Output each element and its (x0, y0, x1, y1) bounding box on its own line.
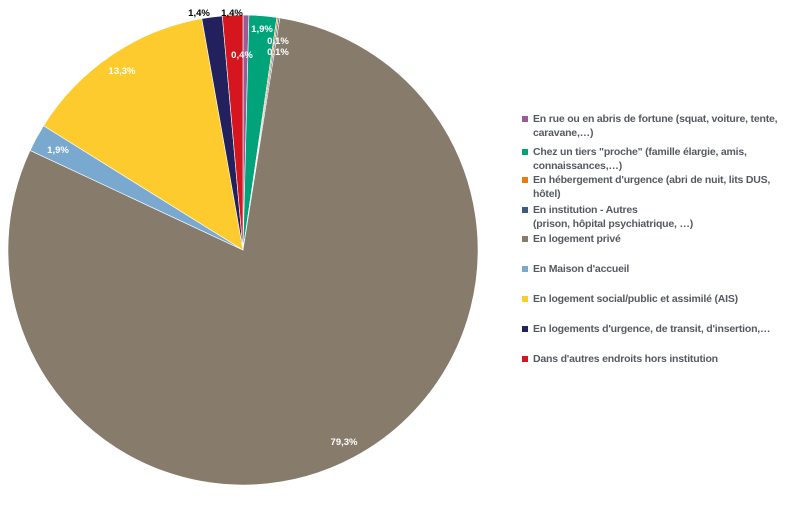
legend-swatch (522, 116, 528, 122)
legend-swatch (522, 149, 528, 155)
legend-swatch (522, 356, 528, 362)
legend-label: En logements d'urgence, de transit, d'in… (533, 323, 771, 335)
slice-data-label-5: 79,3% (331, 437, 358, 448)
legend-label: En hébergement d'urgence (abri de nuit, … (533, 174, 771, 200)
slice-data-label-2: 1,9% (251, 24, 273, 35)
legend-item-8: En logements d'urgence, de transit, d'in… (522, 322, 797, 336)
pie-slice-5 (7, 17, 479, 486)
legend-label: En Maison d'accueil (533, 263, 630, 275)
legend-item-2: Chez un tiers "proche" (famille élargie,… (522, 145, 797, 173)
legend-item-3: En hébergement d'urgence (abri de nuit, … (522, 173, 797, 201)
slice-data-label-4: 0,1% (267, 47, 289, 58)
legend-label: Dans d'autres endroits hors institution (533, 353, 718, 365)
slice-data-label-6: 1,9% (47, 145, 69, 156)
legend-label: En logement privé (533, 233, 621, 245)
legend-label: En institution - Autres (prison, hôpital… (533, 204, 694, 230)
slice-data-label-7: 13,3% (109, 66, 136, 77)
legend-item-6: En Maison d'accueil (522, 262, 797, 276)
legend-item-9: Dans d'autres endroits hors institution (522, 352, 797, 366)
legend-swatch (522, 177, 528, 183)
slice-data-label-9: 1,4% (221, 8, 243, 19)
legend-item-7: En logement social/public et assimilé (A… (522, 292, 797, 306)
pie-slice-7 (43, 18, 244, 251)
legend-label: En rue ou en abris de fortune (squat, vo… (533, 113, 778, 139)
legend-swatch (522, 266, 528, 272)
legend-swatch (522, 296, 528, 302)
slice-data-label-1: 0,4% (231, 50, 253, 61)
legend-swatch (522, 207, 528, 213)
slice-data-label-8: 1,4% (188, 8, 210, 19)
legend-swatch (522, 236, 528, 242)
legend-item-1: En rue ou en abris de fortune (squat, vo… (522, 112, 797, 140)
legend-label: Chez un tiers "proche" (famille élargie,… (533, 146, 747, 172)
legend-item-5: En logement privé (522, 232, 797, 246)
legend-item-4: En institution - Autres (prison, hôpital… (522, 203, 797, 231)
legend-swatch (522, 326, 528, 332)
pie-slice-9 (221, 14, 244, 251)
slice-data-label-3: 0,1% (267, 36, 289, 47)
legend-label: En logement social/public et assimilé (A… (533, 293, 738, 305)
